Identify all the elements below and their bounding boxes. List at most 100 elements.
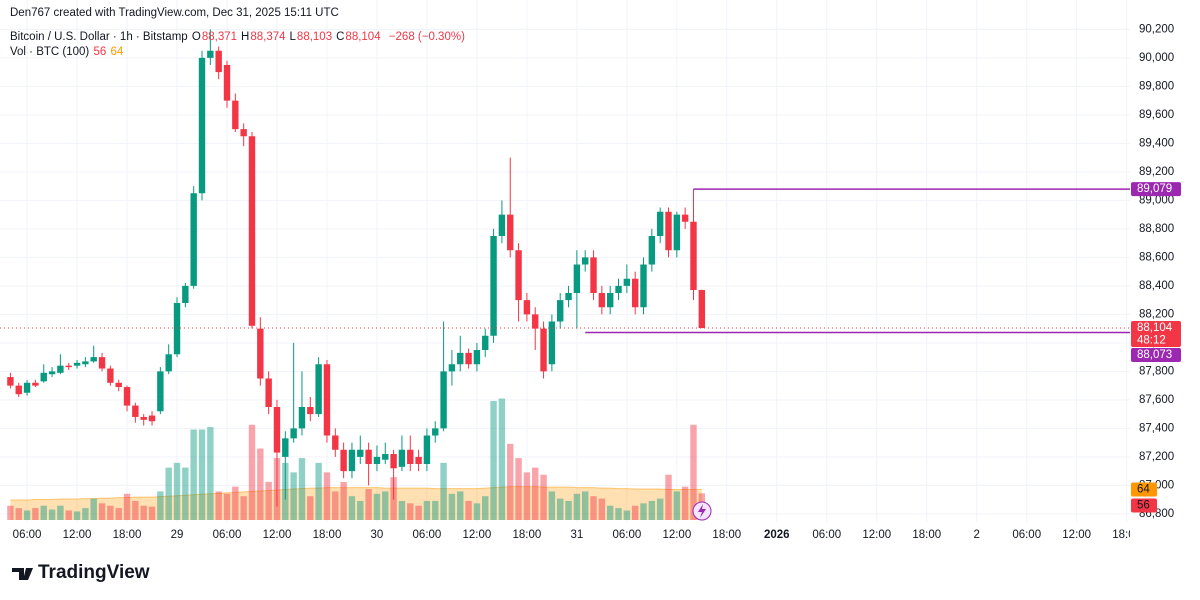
candle-body (557, 300, 564, 322)
candle-body (656, 211, 664, 236)
candle-body (298, 407, 306, 429)
candle-body (148, 415, 156, 422)
volume-bar (182, 467, 189, 520)
x-tick-label: 06:00 (13, 529, 42, 541)
volume-bar (265, 481, 272, 520)
volume-bar (573, 493, 581, 520)
ohlc-key: L (289, 31, 296, 43)
price-pane (0, 29, 1130, 507)
brand: TradingView (38, 562, 150, 583)
volume-bar (332, 491, 339, 520)
volume-bar (465, 500, 472, 520)
candle-body (465, 352, 472, 365)
volume-bar (565, 500, 572, 520)
volume-bar (557, 498, 564, 520)
x-tick-label: 18:00 (512, 529, 541, 541)
x-tick-label: 12:00 (1062, 529, 1091, 541)
volume-bar (90, 498, 97, 520)
candle-body (482, 335, 489, 350)
volume-bar (290, 472, 297, 520)
volume-bar (532, 467, 539, 520)
volume-bar (82, 508, 89, 520)
volume-bar (631, 505, 639, 520)
y-tick-label: 89,000 (1139, 194, 1174, 206)
volume-bar (215, 491, 222, 520)
candle-body (332, 435, 339, 450)
event-icon-bolt (698, 504, 706, 518)
volume-bar (606, 505, 614, 520)
candle-body (82, 361, 89, 365)
volume-bar (407, 503, 414, 520)
candle-body (640, 264, 647, 308)
x-tick-label: 06:00 (812, 529, 841, 541)
x-tick-label: 06:00 (1012, 529, 1041, 541)
x-tick-label: 18:00 (113, 529, 142, 541)
volume-bar (240, 496, 247, 520)
volume-bar (656, 498, 664, 520)
price-badge (1131, 321, 1181, 348)
candle-body (432, 428, 439, 436)
candle-body (681, 214, 689, 222)
volume-bar (232, 486, 239, 520)
y-tick-label: 88,200 (1139, 308, 1174, 320)
ohlc-value: 88,104 (345, 31, 381, 43)
volume-bar (23, 510, 31, 520)
candle-body (623, 278, 631, 286)
y-tick-label: 87,600 (1139, 394, 1174, 406)
volume-bar (223, 493, 231, 520)
volume-bar (48, 509, 56, 520)
candle-body (648, 236, 656, 265)
candle-body (190, 193, 197, 286)
candle-body (32, 382, 39, 386)
volume-bar (615, 508, 622, 520)
candle-body (348, 449, 356, 472)
candle-body (23, 382, 31, 393)
volume-bar (648, 500, 656, 520)
volume-bar (40, 505, 47, 520)
candle-body (140, 416, 147, 420)
ohlc: O88,371 H88,374 L88,103 C88,104 (192, 31, 385, 43)
volume-bar (423, 500, 431, 520)
candle-body (73, 362, 81, 366)
candle-body (407, 449, 414, 464)
candle-body (107, 368, 114, 383)
volume-bar (65, 510, 72, 520)
y-tick-label: 87,200 (1139, 451, 1174, 463)
logo-mark (12, 568, 33, 580)
symbol-legend: Bitcoin / U.S. Dollar · 1h · Bitstamp O8… (10, 31, 466, 43)
volume-bar (357, 500, 364, 520)
volume-bar (57, 505, 64, 520)
y-tick-label: 88,600 (1139, 251, 1174, 263)
candle-body (257, 328, 264, 379)
candle-body (698, 290, 706, 329)
volume-bar (298, 458, 306, 520)
volume-badge-label: 64 (1137, 484, 1150, 496)
volume-bar (115, 508, 122, 520)
volume-bar (15, 508, 22, 520)
y-tick-label: 87,800 (1139, 365, 1174, 377)
ohlc-key: C (336, 31, 345, 43)
grid (0, 0, 1130, 522)
candle-body (307, 407, 314, 415)
candle-body (157, 371, 164, 412)
x-tick-label: 12:00 (463, 529, 492, 541)
x-tick-label: 30 (371, 529, 384, 541)
volume-bar (207, 427, 214, 520)
candle-body (665, 211, 672, 251)
ohlc-key: O (191, 31, 201, 43)
candle-body (507, 214, 514, 251)
volume-bar (681, 486, 689, 520)
volume-bar (448, 493, 456, 520)
candle-body (7, 377, 14, 386)
candle-body (373, 456, 381, 464)
candle-body (457, 352, 464, 365)
volume-bar (598, 498, 606, 520)
y-tick-label: 90,000 (1139, 52, 1174, 64)
candle-body (490, 236, 497, 336)
price-badge-label: 89,079 (1137, 183, 1172, 195)
volume-bar (140, 505, 147, 520)
candle-body (90, 357, 97, 362)
change: −268 (−0.30%) (388, 31, 465, 43)
candle-body (223, 65, 231, 101)
